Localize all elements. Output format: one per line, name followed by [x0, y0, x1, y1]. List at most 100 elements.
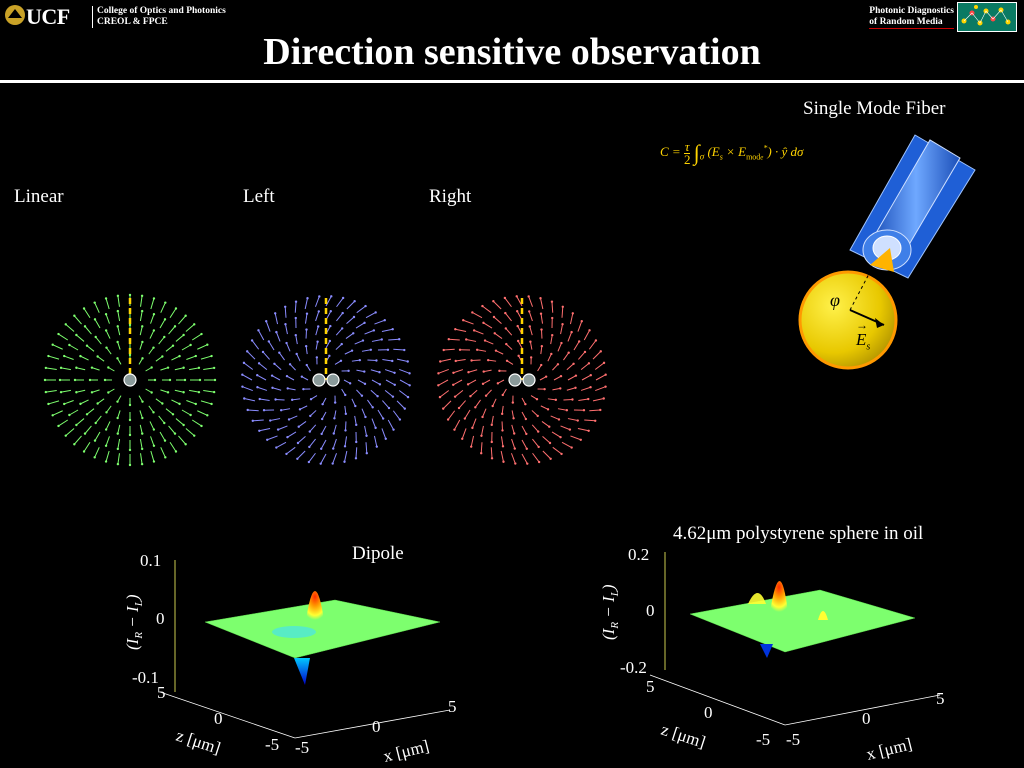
field-arrow: [351, 398, 356, 407]
field-arrowhead: [494, 349, 498, 352]
field-arrowhead: [604, 373, 607, 376]
field-arrow: [80, 399, 89, 405]
field-arrow: [140, 453, 143, 465]
field-arrow: [505, 343, 513, 350]
field-arrow: [567, 375, 577, 381]
field-arrowhead: [297, 425, 300, 428]
formula-mod: mod: [746, 152, 761, 162]
x-tick: 0: [372, 717, 381, 736]
field-arrowhead: [116, 309, 120, 313]
field-arrow: [474, 399, 481, 408]
field-arrow: [174, 389, 184, 393]
field-arrow: [540, 405, 549, 410]
field-arrowhead: [43, 378, 47, 382]
field-arrow: [296, 353, 301, 362]
field-arrow: [356, 369, 365, 373]
field-arrowhead: [128, 418, 132, 422]
z-tick: 0: [156, 609, 165, 628]
field-arrow: [373, 435, 378, 447]
field-arrowhead: [344, 412, 348, 416]
field-arrowhead: [116, 294, 120, 298]
field-arrow: [105, 314, 110, 324]
field-arrow: [454, 390, 464, 398]
field-arrow: [484, 340, 494, 345]
field-arrow: [500, 450, 504, 462]
field-arrowhead: [128, 323, 132, 327]
field-arrowhead: [529, 356, 533, 359]
field-arrow: [455, 358, 466, 362]
field-arrowhead: [498, 369, 501, 373]
field-arrow: [385, 379, 396, 386]
field-arrow: [580, 386, 591, 391]
dipole-peak: [306, 591, 324, 620]
field-arrow: [511, 424, 515, 434]
field-arrowhead: [75, 423, 78, 427]
field-arrowhead: [88, 378, 92, 382]
field-arrow: [139, 410, 143, 419]
field-arrow: [557, 342, 562, 352]
field-arrowhead: [355, 423, 358, 427]
field-arrow: [468, 369, 478, 373]
field-arrowhead: [105, 411, 108, 414]
field-arrowhead: [332, 447, 335, 450]
field-arrowhead: [90, 391, 94, 394]
field-arrowhead: [184, 314, 187, 317]
field-arrow: [511, 453, 516, 464]
depth-tick: 0: [214, 709, 223, 728]
field-arrow: [577, 427, 589, 432]
field-arrowhead: [308, 430, 311, 433]
field-arrow: [396, 358, 408, 362]
field-arrowhead: [210, 402, 213, 406]
field-arrow: [453, 369, 464, 374]
field-arrowhead: [309, 398, 313, 401]
field-arrowhead: [270, 374, 274, 377]
field-arrowhead: [454, 359, 457, 363]
field-arrow: [466, 338, 477, 342]
y-axis-label: (IR − IL): [599, 584, 621, 640]
field-arrowhead: [514, 462, 517, 465]
field-arrow: [561, 306, 564, 318]
field-arrow: [288, 415, 298, 420]
field-arrowhead: [140, 294, 144, 298]
field-arrowhead: [446, 418, 450, 421]
field-arrowhead: [276, 428, 280, 431]
field-arrow: [374, 319, 385, 325]
field-arrowhead: [406, 360, 409, 363]
field-arrow: [271, 375, 281, 381]
field-arrow: [493, 300, 502, 310]
field-arrow: [321, 411, 327, 420]
field-arrow: [540, 298, 544, 310]
field-arrowhead: [352, 332, 355, 335]
field-arrowhead: [63, 402, 66, 406]
field-arrowhead: [73, 314, 76, 317]
field-arrowhead: [171, 413, 175, 416]
z-tick: 0.2: [628, 545, 649, 564]
field-arrow: [483, 369, 492, 373]
field-arrow: [73, 315, 82, 325]
field-arrowhead: [333, 417, 336, 420]
field-arrowhead: [602, 397, 605, 400]
field-arrow: [200, 400, 212, 405]
field-arrowhead: [517, 354, 520, 358]
field-arrowhead: [386, 348, 390, 351]
field-arrowhead: [453, 428, 456, 431]
field-arrowhead: [559, 435, 562, 439]
field-arrow: [95, 336, 102, 345]
sphere-peak: [770, 581, 788, 612]
field-arrow: [48, 355, 60, 360]
field-arrow: [567, 418, 578, 422]
field-arrow: [294, 301, 297, 313]
field-arrowhead: [182, 391, 185, 394]
field-arrowhead: [550, 300, 554, 303]
field-arrow: [242, 386, 253, 391]
field-arrowhead: [295, 352, 298, 356]
field-arrowhead: [258, 397, 261, 401]
field-arrow: [185, 323, 195, 332]
field-arrow: [284, 306, 287, 318]
group-name: Photonic Diagnostics of Random Media: [869, 6, 954, 29]
field-arrow: [252, 419, 264, 422]
field-arrowhead: [200, 424, 203, 428]
field-arrowhead: [333, 401, 337, 404]
field-arrow: [243, 362, 254, 370]
field-arrow: [286, 342, 291, 352]
